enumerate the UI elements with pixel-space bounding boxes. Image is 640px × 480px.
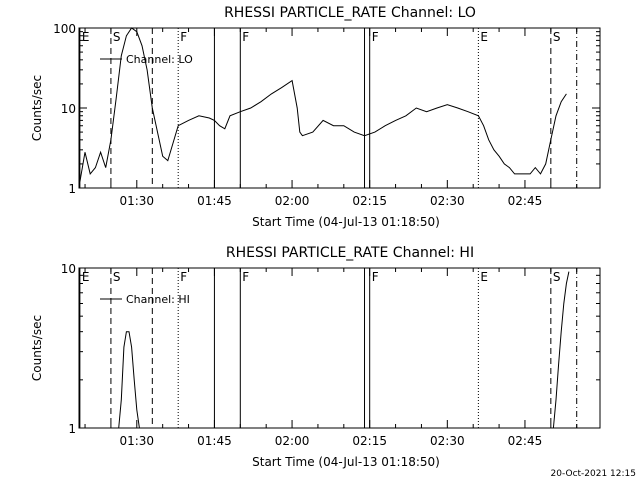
event-marker-label: E <box>82 30 90 44</box>
x-axis-label: Start Time (04-Jul-13 01:18:50) <box>252 455 440 469</box>
lo-channel-panel: RHESSI PARTICLE_RATE Channel: LO Counts/… <box>30 5 601 229</box>
series-line <box>552 271 570 429</box>
y-axis-label: Counts/sec <box>30 75 44 141</box>
x-tick-label: 02:45 <box>508 434 543 448</box>
event-marker-label: S <box>113 30 121 44</box>
event-marker-label: F <box>180 30 187 44</box>
x-tick-label: 02:30 <box>430 434 465 448</box>
event-marker-label: F <box>242 270 249 284</box>
x-tick-label: 02:00 <box>275 434 310 448</box>
event-marker-label: F <box>372 30 379 44</box>
footer-timestamp: 20-Oct-2021 12:15 <box>551 469 636 479</box>
y-tick-label: 10 <box>61 102 76 116</box>
x-tick-label: 01:30 <box>119 194 154 208</box>
x-tick-label: 02:30 <box>430 194 465 208</box>
x-tick-label: 02:15 <box>352 194 387 208</box>
event-marker-label: E <box>480 270 488 284</box>
x-tick-label: 01:45 <box>197 194 232 208</box>
legend-label: Channel: LO <box>126 53 193 66</box>
panel-title: RHESSI PARTICLE_RATE Channel: HI <box>226 245 474 261</box>
legend: Channel: HI <box>100 293 190 306</box>
y-tick-label: 10 <box>61 262 76 276</box>
series-line <box>79 27 567 182</box>
plot-frame <box>78 267 601 429</box>
x-tick-label: 02:15 <box>352 434 387 448</box>
y-axis-label: Counts/sec <box>30 315 44 381</box>
legend: Channel: LO <box>100 53 193 66</box>
y-tick-label: 1 <box>68 422 76 436</box>
event-marker-label: F <box>242 30 249 44</box>
event-marker-label: F <box>372 270 379 284</box>
legend-label: Channel: HI <box>126 293 190 306</box>
event-marker-label: S <box>553 30 561 44</box>
panel-title: RHESSI PARTICLE_RATE Channel: LO <box>224 5 476 21</box>
x-tick-label: 01:30 <box>119 434 154 448</box>
plot-frame <box>78 27 601 189</box>
event-marker-label: F <box>180 270 187 284</box>
hi-channel-panel: RHESSI PARTICLE_RATE Channel: HI Counts/… <box>30 245 601 469</box>
x-tick-label: 02:45 <box>508 194 543 208</box>
x-tick-label: 01:45 <box>197 434 232 448</box>
series-line <box>118 331 142 429</box>
event-marker-label: E <box>82 270 90 284</box>
event-marker-label: S <box>113 270 121 284</box>
event-marker-label: S <box>553 270 561 284</box>
x-axis-label: Start Time (04-Jul-13 01:18:50) <box>252 215 440 229</box>
y-tick-label: 100 <box>53 22 76 36</box>
x-tick-label: 02:00 <box>275 194 310 208</box>
y-tick-label: 1 <box>68 182 76 196</box>
event-marker-label: E <box>480 30 488 44</box>
